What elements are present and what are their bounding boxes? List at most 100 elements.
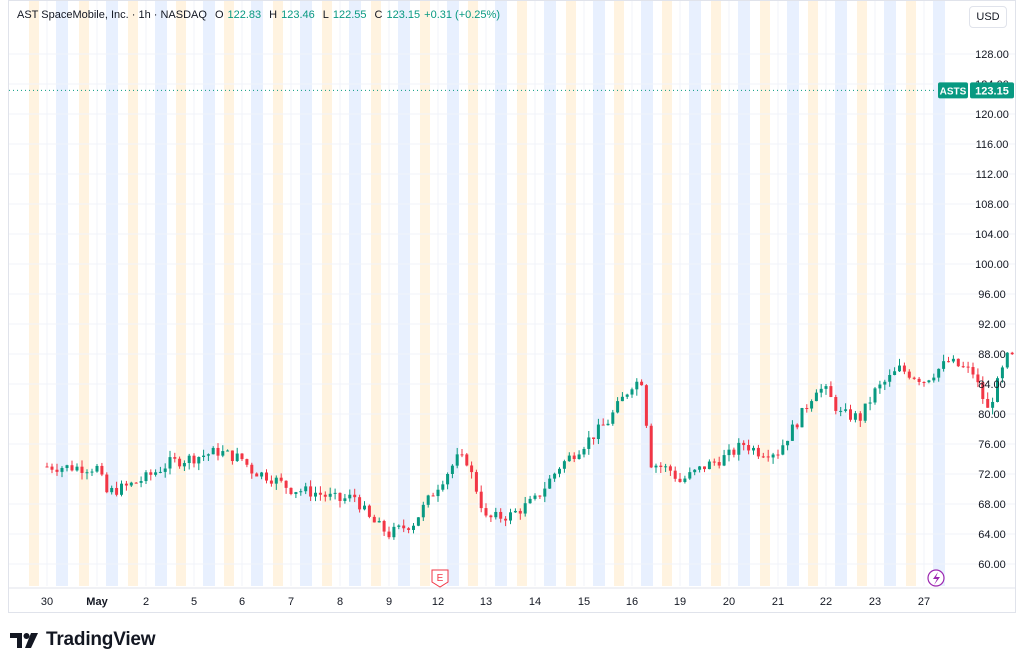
candle-body	[1005, 352, 1009, 368]
price-chart[interactable]: E 60.00 64.00 68.00 72.00 76.00 80.00 84.00 88.…	[9, 1, 1016, 613]
candle-body	[630, 389, 634, 395]
price-tick-label: 76.00	[978, 439, 1006, 451]
candle-body	[927, 380, 931, 383]
candle-body	[562, 461, 566, 469]
candle-body	[358, 497, 362, 510]
overlay: E	[9, 89, 945, 588]
time-tick-label: 2	[143, 596, 149, 608]
candle-body	[397, 525, 401, 527]
chart-frame[interactable]: E 60.00 64.00 68.00 72.00 76.00 80.00 84.00 88.…	[8, 0, 1016, 613]
ticker-tag-bg	[938, 82, 968, 99]
candle-body	[814, 392, 818, 402]
candle-body	[80, 466, 84, 473]
candle-body	[274, 477, 278, 484]
tradingview-logo[interactable]: TradingView	[10, 626, 156, 654]
time-tick-label: 12	[432, 596, 444, 608]
candle-body	[216, 447, 220, 456]
candle-body	[888, 374, 892, 382]
candle-body	[489, 515, 493, 518]
candle-body	[912, 377, 916, 379]
candle-body	[553, 473, 557, 479]
candle-body	[202, 455, 206, 458]
time-tick-label: 13	[480, 596, 492, 608]
candle-body	[230, 450, 234, 462]
candle-body	[441, 484, 445, 490]
candle-body	[640, 381, 644, 386]
candle-body	[528, 498, 532, 504]
candles	[45, 351, 1014, 540]
time-tick-label: 15	[578, 596, 590, 608]
high-label: H	[269, 9, 278, 21]
candle-body	[947, 361, 950, 363]
candle-body	[917, 378, 921, 382]
candle-body	[543, 488, 547, 497]
time-axis: 30 May 2 5 6 7 8 9 12 13 14 15 16 19 20 21 22 23 27	[9, 587, 1015, 608]
candle-body	[766, 456, 770, 458]
candle-body	[805, 408, 809, 410]
candle-body	[240, 453, 244, 460]
candle-body	[367, 505, 371, 517]
earnings-marker[interactable]: E	[431, 569, 449, 588]
candle-body	[426, 495, 430, 505]
currency-button[interactable]: USD	[969, 6, 1007, 28]
candle-body	[494, 511, 498, 518]
price-tick-label: 60.00	[978, 559, 1006, 571]
candle-body	[688, 472, 692, 479]
price-tick-label: 100.00	[975, 259, 1009, 271]
open-value: 122.83	[227, 9, 262, 21]
price-tag: ASTS 123.15	[938, 82, 1014, 99]
candle-body	[523, 503, 527, 514]
candle-body	[961, 366, 965, 368]
earnings-icon	[431, 569, 449, 588]
time-tick-label: 7	[288, 596, 294, 608]
candle-body	[717, 462, 721, 466]
candle-body	[956, 358, 960, 367]
candle-body	[45, 466, 49, 468]
dividend-event-marker[interactable]	[927, 569, 945, 587]
candle-body	[75, 466, 79, 471]
candle-body	[747, 445, 751, 451]
candle-body	[678, 478, 682, 482]
low-value: 122.55	[332, 9, 367, 21]
symbol-name[interactable]: AST SpaceMobile, Inc. · 1h · NASDAQ	[17, 9, 207, 21]
candle-body	[182, 463, 186, 467]
change-value: +0.31 (+0.25%)	[424, 9, 500, 21]
candle-body	[504, 518, 508, 521]
candle-body	[120, 483, 123, 495]
time-tick-label: 27	[918, 596, 930, 608]
candle-body	[509, 512, 512, 521]
candle-body	[465, 454, 469, 466]
candle-body	[893, 371, 897, 375]
candle-body	[606, 423, 610, 426]
candle-body	[279, 477, 283, 481]
candle-body	[902, 365, 906, 372]
candle-body	[474, 472, 478, 492]
time-tick-label: 19	[674, 596, 686, 608]
candle-body	[582, 448, 586, 455]
candle-body	[858, 413, 862, 421]
candle-body	[455, 454, 459, 466]
price-tick-label: 112.00	[976, 169, 1009, 181]
candle-body	[499, 511, 503, 519]
candle-body	[470, 465, 474, 473]
candle-body	[986, 398, 990, 408]
price-tick-label: 92.00	[978, 319, 1006, 331]
candle-body	[976, 374, 980, 383]
candle-body	[971, 367, 975, 375]
time-tick-label: May	[86, 596, 108, 608]
candle-body	[951, 358, 955, 362]
tradingview-logo-icon	[10, 633, 38, 648]
candle-body	[981, 382, 985, 399]
candle-body	[85, 472, 89, 474]
price-tick-label: 80.00	[978, 409, 1006, 421]
candle-body	[192, 455, 196, 464]
candle-body	[178, 458, 182, 467]
candle-body	[197, 457, 201, 464]
candle-body	[265, 472, 268, 481]
time-tick-label: 23	[869, 596, 881, 608]
candle-body	[824, 386, 828, 389]
candle-body	[776, 454, 780, 456]
candle-body	[616, 401, 620, 413]
candle-body	[587, 437, 591, 449]
price-tick-label: 120.00	[975, 109, 1009, 121]
